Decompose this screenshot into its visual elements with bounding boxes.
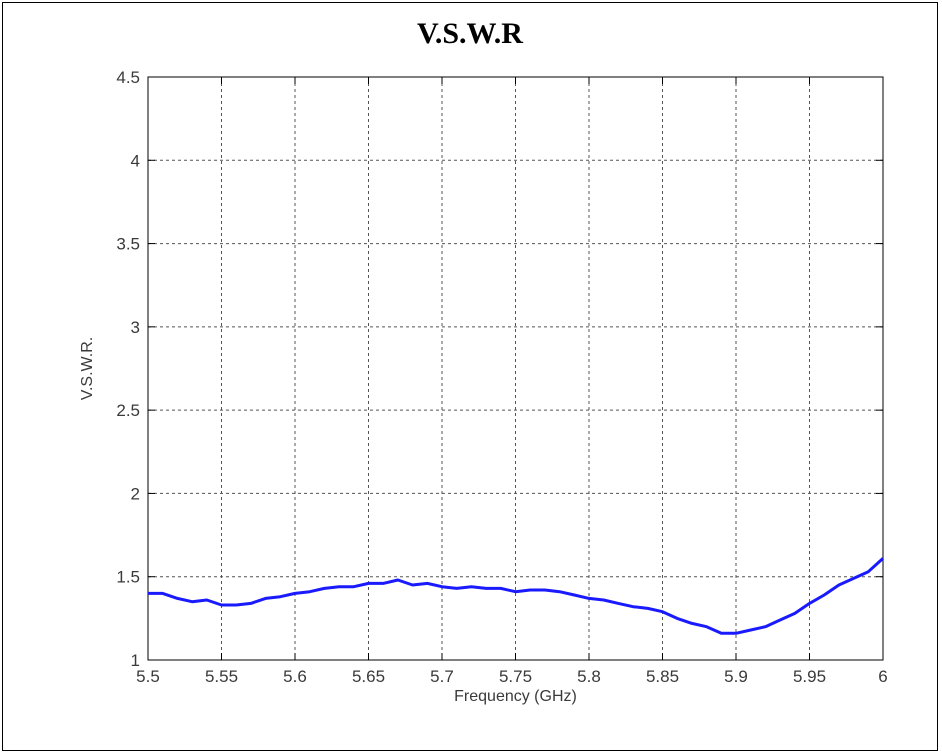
x-tick-label: 5.55 (205, 667, 238, 686)
y-tick-label: 2 (131, 484, 140, 503)
grid-lines (147, 76, 884, 661)
x-tick-label: 6 (878, 667, 887, 686)
y-tick-label: 4 (131, 151, 140, 170)
x-tick-label: 5.8 (577, 667, 601, 686)
x-tick-label: 5.95 (793, 667, 826, 686)
y-tick-label: 3.5 (116, 235, 140, 254)
x-tick-label: 5.65 (352, 667, 385, 686)
y-tick-labels: 1 1.5 2 2.5 3 3.5 4 4.5 (116, 68, 140, 670)
y-tick-label: 1.5 (116, 568, 140, 587)
x-tick-label: 5.7 (430, 667, 454, 686)
chart-title: V.S.W.R (417, 17, 523, 50)
y-tick-label: 2.5 (116, 401, 140, 420)
x-tick-labels: 5.5 5.55 5.6 5.65 5.7 5.75 5.8 5.85 5.9 5.95 6 (136, 667, 888, 686)
x-tick-label: 5.5 (136, 667, 160, 686)
y-tick-label: 3 (131, 318, 140, 337)
x-tick-label: 5.85 (646, 667, 679, 686)
y-tick-label: 1 (131, 651, 140, 670)
plot-area (147, 76, 884, 661)
x-tick-label: 5.6 (283, 667, 307, 686)
tick-marks (147, 76, 884, 661)
y-tick-label: 4.5 (116, 68, 140, 87)
vswr-series-line (148, 557, 885, 635)
y-axis-label: V.S.W.R. (79, 337, 96, 400)
x-axis-label: Frequency (GHz) (454, 688, 577, 705)
x-tick-label: 5.9 (724, 667, 748, 686)
x-tick-label: 5.75 (499, 667, 532, 686)
